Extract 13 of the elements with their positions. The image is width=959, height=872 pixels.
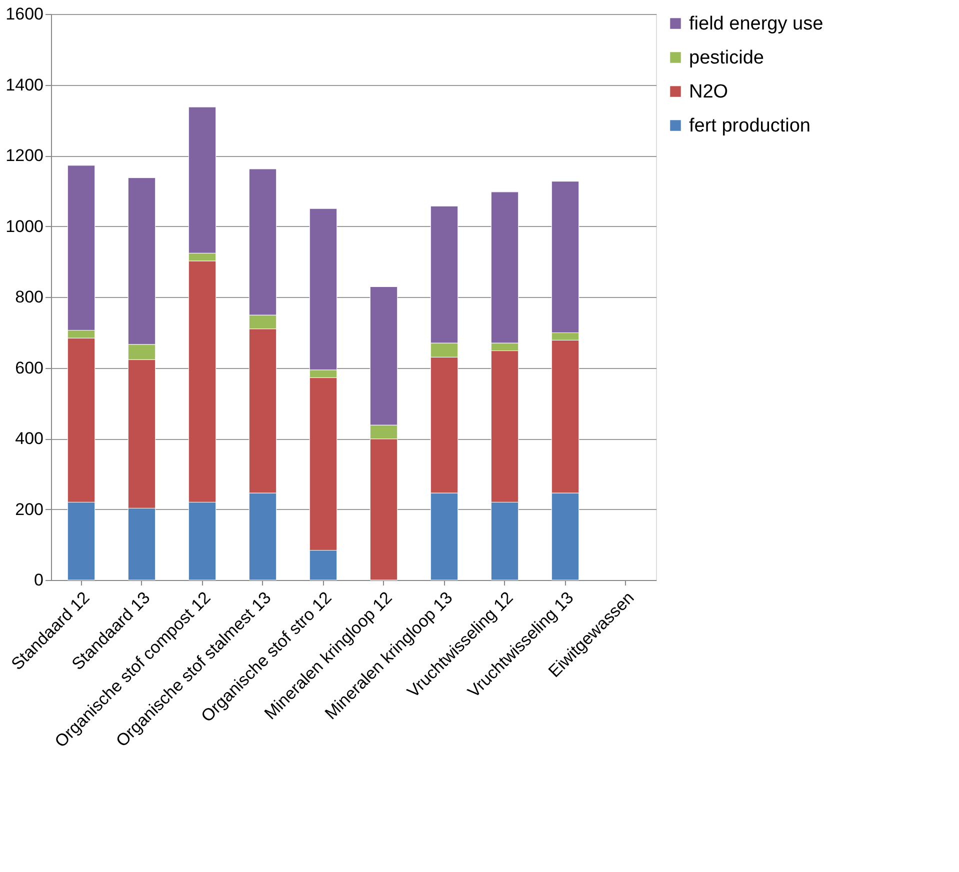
y-tick-label: 0 (34, 570, 44, 590)
y-tick-label: 1000 (6, 216, 44, 236)
legend-label: pesticide (689, 48, 764, 68)
y-tick-label: 600 (15, 358, 44, 378)
legend-label: fert production (689, 116, 810, 136)
legend-label: N2O (689, 82, 728, 102)
y-tick-label: 800 (15, 288, 44, 306)
y-tick-label: 400 (15, 429, 44, 448)
y-tick-label: 200 (15, 500, 44, 519)
y-tick-label: 1400 (6, 75, 44, 94)
y-tick-label: 1200 (6, 146, 44, 165)
y-tick-label: 1600 (6, 4, 44, 24)
legend-label: field energy use (689, 14, 824, 34)
